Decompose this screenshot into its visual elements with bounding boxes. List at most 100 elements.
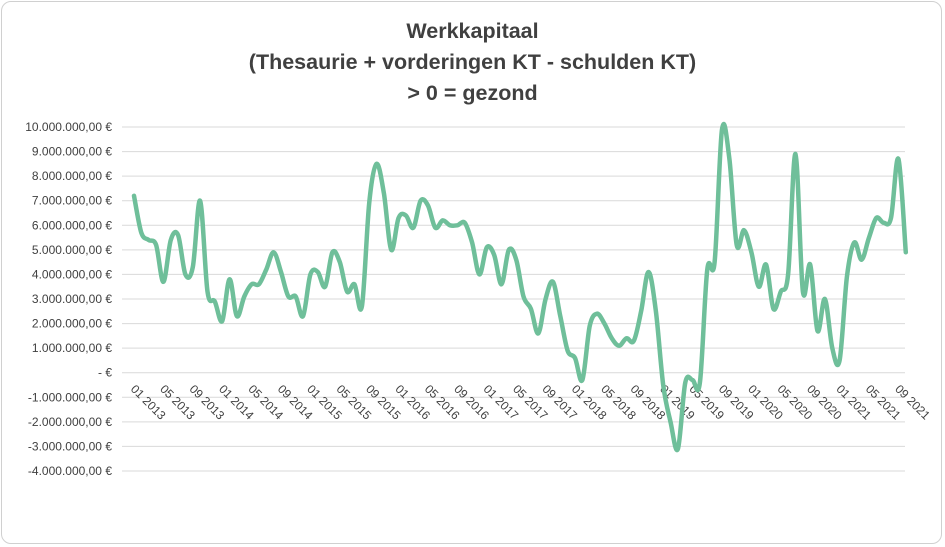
data-point — [154, 243, 158, 247]
data-point — [213, 300, 217, 304]
data-point — [139, 231, 143, 235]
data-point — [654, 309, 658, 313]
data-point — [250, 282, 254, 286]
data-point — [419, 199, 423, 203]
data-point — [691, 378, 695, 382]
data-point — [294, 295, 298, 299]
data-point — [551, 280, 555, 284]
data-point — [830, 346, 834, 350]
y-tick-label: -2.000.000,00 € — [28, 415, 112, 429]
y-tick-label: 3.000.000,00 € — [32, 292, 112, 306]
data-point — [463, 221, 467, 225]
data-point — [330, 250, 334, 254]
data-point — [882, 221, 886, 225]
data-point — [544, 297, 548, 301]
data-point — [602, 322, 606, 326]
data-point — [235, 314, 239, 318]
data-point — [595, 312, 599, 316]
y-tick-label: 7.000.000,00 € — [32, 194, 112, 208]
data-point — [441, 218, 445, 222]
data-point — [838, 358, 842, 362]
data-point — [323, 285, 327, 289]
data-point — [206, 290, 210, 294]
data-point — [308, 272, 312, 276]
y-axis-labels: 10.000.000,00 € 9.000.000,00 € 8.000.000,0… — [25, 120, 112, 478]
y-tick-label: 2.000.000,00 € — [32, 317, 112, 331]
data-point — [367, 201, 371, 205]
data-point — [455, 223, 459, 227]
data-point — [448, 223, 452, 227]
data-point — [647, 270, 651, 274]
data-point — [852, 241, 856, 245]
data-point — [338, 260, 342, 264]
data-point — [301, 314, 305, 318]
data-point — [500, 282, 504, 286]
data-point — [286, 295, 290, 299]
y-tick-label: 8.000.000,00 € — [32, 169, 112, 183]
y-tick-label: 4.000.000,00 € — [32, 267, 112, 281]
data-point — [874, 216, 878, 220]
data-point — [272, 250, 276, 254]
data-point — [382, 191, 386, 195]
data-point — [860, 258, 864, 262]
data-point — [264, 268, 268, 272]
data-point — [316, 270, 320, 274]
data-point — [492, 253, 496, 257]
data-point — [353, 282, 357, 286]
data-point — [183, 272, 187, 276]
series-line-group — [131, 121, 909, 453]
data-point — [808, 263, 812, 267]
chart-title-line-3: > 0 = gezond — [407, 81, 538, 105]
y-tick-label: -3.000.000,00 € — [28, 439, 112, 453]
data-point — [683, 381, 687, 385]
data-point — [433, 226, 437, 230]
y-tick-label: 9.000.000,00 € — [32, 145, 112, 159]
data-point — [757, 285, 761, 289]
y-tick-label: 10.000.000,00 € — [25, 120, 112, 134]
data-point — [742, 228, 746, 232]
data-point — [617, 344, 621, 348]
data-point — [764, 263, 768, 267]
data-point — [411, 226, 415, 230]
data-point — [176, 233, 180, 237]
data-point — [485, 245, 489, 249]
data-point — [161, 280, 165, 284]
data-point — [375, 162, 379, 166]
data-point — [676, 447, 680, 451]
data-point — [191, 265, 195, 269]
data-point — [727, 157, 731, 161]
data-point — [360, 304, 364, 308]
data-point — [470, 241, 474, 245]
data-point — [169, 238, 173, 242]
data-point — [867, 236, 871, 240]
data-point — [816, 329, 820, 333]
data-point — [786, 272, 790, 276]
y-tick-label: 1.000.000,00 € — [32, 341, 112, 355]
data-point — [279, 270, 283, 274]
data-point — [426, 204, 430, 208]
data-point — [669, 420, 673, 424]
chart-title: Werkkapitaal (Thesaurie + vorderingen KT… — [2, 16, 941, 109]
data-point — [566, 349, 570, 353]
data-point — [242, 295, 246, 299]
data-point — [904, 250, 908, 254]
data-point — [779, 290, 783, 294]
data-point — [507, 248, 511, 252]
data-point — [639, 309, 643, 313]
data-point — [529, 307, 533, 311]
data-point — [625, 336, 629, 340]
data-point — [705, 268, 709, 272]
data-point — [889, 216, 893, 220]
data-point — [228, 277, 232, 281]
data-point — [713, 260, 717, 264]
y-tick-label: 6.000.000,00 € — [32, 218, 112, 232]
data-point — [735, 243, 739, 247]
data-point — [198, 199, 202, 203]
series-line — [131, 121, 909, 453]
data-point — [389, 248, 393, 252]
data-point — [823, 297, 827, 301]
data-point — [257, 282, 261, 286]
